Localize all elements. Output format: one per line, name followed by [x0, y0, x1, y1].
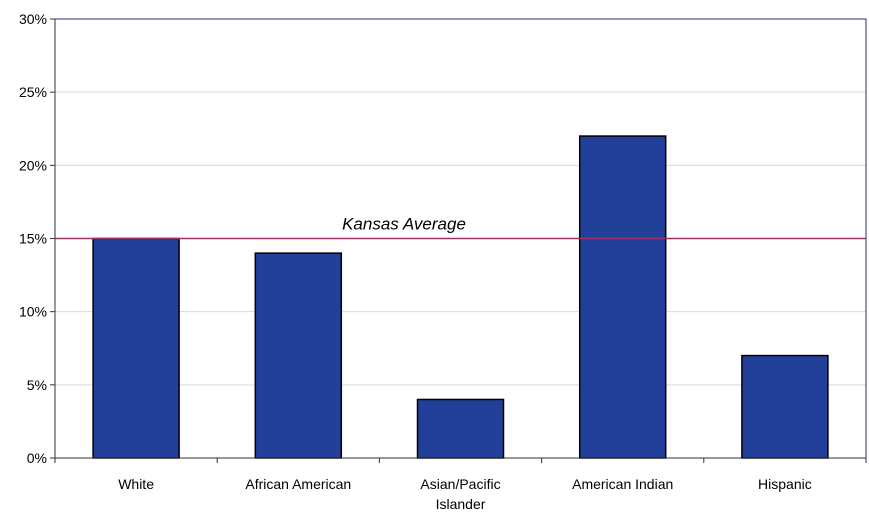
x-tick-label: Hispanic [758, 476, 812, 492]
kansas-average-label: Kansas Average [342, 215, 466, 234]
x-tick-label: American Indian [572, 476, 673, 492]
y-tick-label: 5% [27, 377, 47, 393]
axis-labels: 0% 5% 10% 15% 20% 25% 30% White African American… [19, 11, 812, 512]
bar-american-indian [578, 135, 667, 459]
y-tick-label: 15% [19, 231, 47, 247]
x-tick-label: White [118, 476, 154, 492]
x-tick-label: African American [245, 476, 351, 492]
y-tick-label: 30% [19, 11, 47, 27]
y-tick-label: 20% [19, 157, 47, 173]
reference-line-group: Kansas Average [55, 215, 866, 240]
y-tick-label: 10% [19, 304, 47, 320]
bar-african-american [254, 252, 343, 459]
y-tick-label: 0% [27, 450, 47, 466]
bar-asian-pacific-islander [416, 398, 505, 459]
bar-hispanic [741, 354, 829, 459]
bars [92, 135, 829, 459]
x-tick-label: Asian/Pacific Islander [420, 476, 500, 512]
bar-white [92, 237, 180, 459]
y-tick-label: 25% [19, 84, 47, 100]
